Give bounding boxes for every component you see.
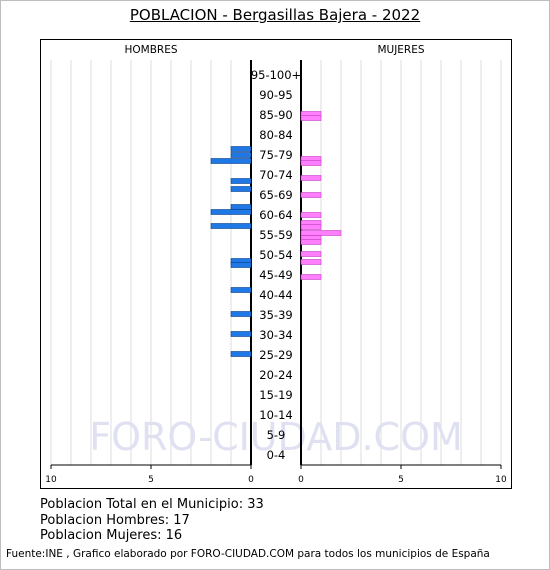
women-bar — [300, 239, 322, 245]
population-pyramid: FORO-CIUDAD.COM HOMBRES MUJERES 95-100+ 90-9… — [45, 44, 507, 485]
source-note: Fuente:INE , Grafico elaborado por FORO-… — [6, 548, 490, 560]
age-label: 0-4 — [267, 448, 286, 462]
women-bar — [300, 212, 322, 218]
age-label: 90-95 — [259, 88, 292, 102]
age-label: 30-34 — [259, 328, 292, 342]
x-tick-label-right: 5 — [398, 475, 404, 485]
women-bar — [300, 192, 322, 198]
women-bar — [300, 230, 342, 236]
women-population: Poblacion Mujeres: 16 — [40, 528, 183, 543]
age-label: 20-24 — [259, 368, 292, 382]
total-population: Poblacion Total en el Municipio: 33 — [40, 497, 264, 512]
age-label: 15-19 — [259, 388, 292, 402]
watermark: FORO-CIUDAD.COM — [89, 415, 463, 459]
age-label: 75-79 — [259, 148, 292, 162]
men-bar — [230, 262, 252, 268]
age-label: 60-64 — [259, 208, 292, 222]
men-bar — [230, 186, 252, 192]
men-bar — [230, 311, 252, 317]
men-bar — [230, 204, 252, 210]
men-bar — [210, 223, 252, 229]
x-tick-label-left: 10 — [45, 475, 57, 485]
men-bar — [210, 209, 252, 215]
women-bar — [300, 274, 322, 280]
age-label: 70-74 — [259, 168, 292, 182]
women-bar — [300, 251, 322, 257]
women-bar — [300, 160, 322, 166]
women-bar — [300, 175, 322, 181]
pyramid-plot-area: FORO-CIUDAD.COM HOMBRES MUJERES 95-100+ 90-9… — [40, 39, 512, 489]
age-label: 95-100+ — [251, 68, 301, 82]
men-bar — [230, 351, 252, 357]
x-tick-label-left: 5 — [148, 475, 154, 485]
chart-title: POBLACION - Bergasillas Bajera - 2022 — [129, 6, 421, 24]
age-label: 55-59 — [259, 228, 292, 242]
men-bar — [230, 331, 252, 337]
age-label: 65-69 — [259, 188, 292, 202]
age-label: 80-84 — [259, 128, 292, 142]
mujeres-header: MUJERES — [377, 44, 424, 56]
men-bar — [210, 158, 252, 164]
age-label: 45-49 — [259, 268, 292, 282]
men-bar — [230, 178, 252, 184]
men-bar — [230, 152, 252, 158]
age-label: 5-9 — [267, 428, 286, 442]
x-tick-label-right: 10 — [495, 475, 507, 485]
x-tick-label-right: 0 — [298, 475, 304, 485]
age-label: 10-14 — [259, 408, 292, 422]
men-population: Poblacion Hombres: 17 — [40, 513, 190, 528]
men-bar — [230, 287, 252, 293]
hombres-header: HOMBRES — [124, 44, 177, 56]
women-bar — [300, 259, 322, 265]
women-bar — [300, 115, 322, 121]
age-label: 50-54 — [259, 248, 292, 262]
men-bar — [230, 146, 252, 152]
age-label: 40-44 — [259, 288, 292, 302]
women-bar — [300, 224, 322, 230]
age-label: 35-39 — [259, 308, 292, 322]
age-label: 85-90 — [259, 108, 292, 122]
x-tick-label-left: 0 — [248, 475, 254, 485]
age-label: 25-29 — [259, 348, 292, 362]
